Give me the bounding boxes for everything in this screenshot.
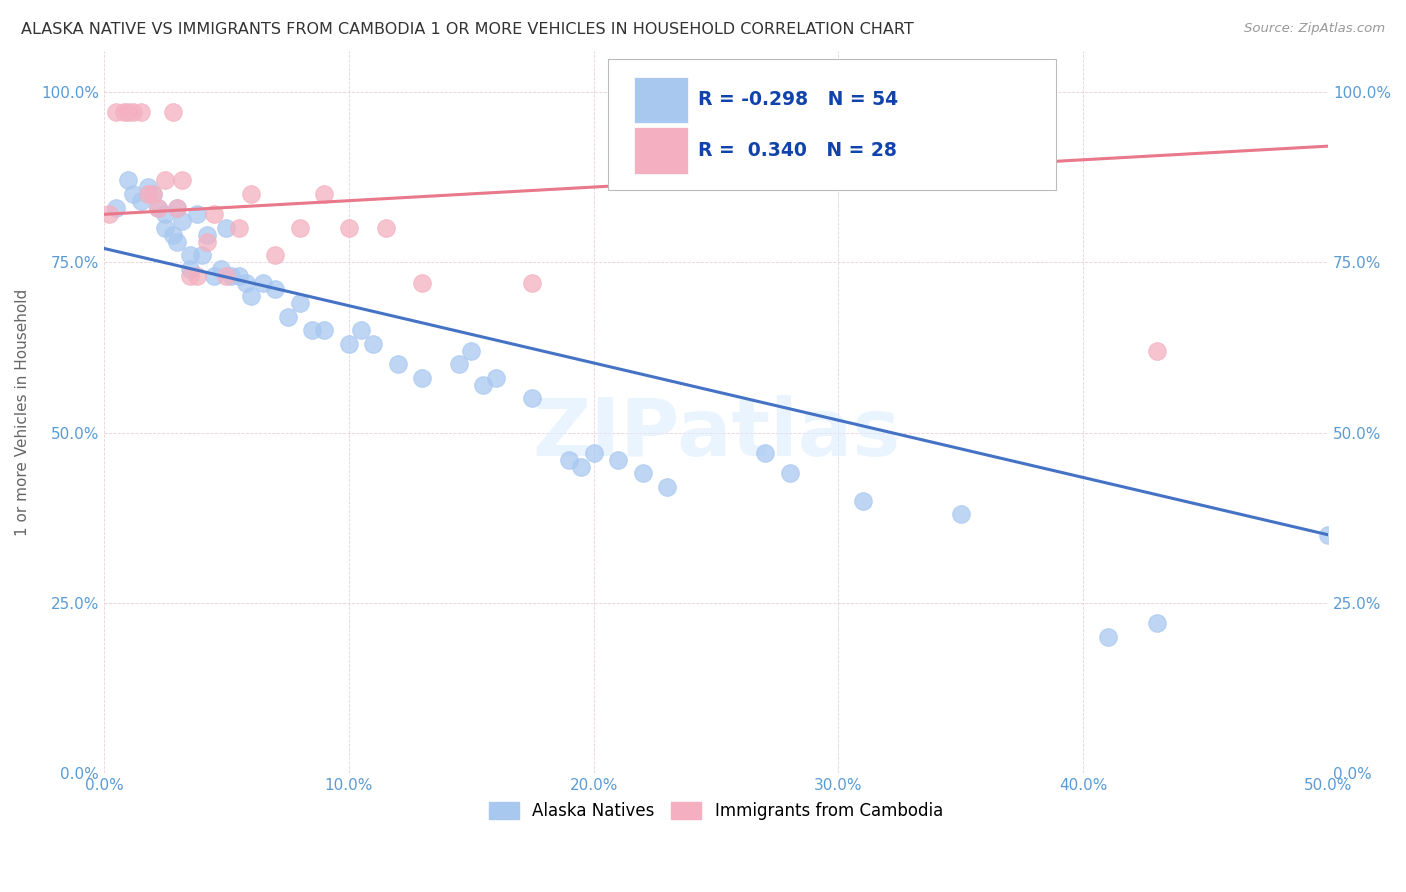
Point — [211, 261, 233, 276]
Point — [142, 186, 165, 201]
Point — [153, 221, 176, 235]
Point — [117, 105, 139, 120]
Point — [607, 452, 630, 467]
Point — [195, 235, 218, 249]
Point — [1146, 343, 1168, 358]
Point — [779, 467, 801, 481]
Point — [1097, 630, 1119, 644]
Point — [411, 276, 433, 290]
Point — [136, 180, 159, 194]
Point — [949, 508, 972, 522]
Point — [852, 493, 875, 508]
Text: R =  0.340   N = 28: R = 0.340 N = 28 — [697, 141, 897, 160]
Point — [162, 227, 184, 242]
Point — [558, 452, 581, 467]
Point — [522, 392, 544, 406]
Point — [191, 248, 214, 262]
Point — [122, 186, 145, 201]
Point — [162, 105, 184, 120]
Point — [754, 446, 776, 460]
Point — [166, 201, 188, 215]
Point — [179, 248, 201, 262]
Point — [195, 227, 218, 242]
Text: R = -0.298   N = 54: R = -0.298 N = 54 — [697, 90, 898, 110]
Point — [447, 357, 470, 371]
Point — [264, 282, 287, 296]
Point — [337, 221, 360, 235]
Point — [582, 446, 605, 460]
Point — [112, 105, 135, 120]
Point — [215, 268, 238, 283]
Text: ALASKA NATIVE VS IMMIGRANTS FROM CAMBODIA 1 OR MORE VEHICLES IN HOUSEHOLD CORREL: ALASKA NATIVE VS IMMIGRANTS FROM CAMBODI… — [21, 22, 914, 37]
Point — [228, 221, 250, 235]
Point — [288, 221, 311, 235]
Point — [472, 377, 495, 392]
Point — [97, 207, 120, 221]
Point — [655, 480, 678, 494]
Point — [166, 235, 188, 249]
Y-axis label: 1 or more Vehicles in Household: 1 or more Vehicles in Household — [15, 288, 30, 536]
Point — [374, 221, 396, 235]
Point — [129, 194, 152, 208]
Point — [235, 276, 257, 290]
Point — [172, 214, 194, 228]
Point — [571, 459, 593, 474]
Point — [239, 186, 262, 201]
Point — [215, 221, 238, 235]
Point — [105, 105, 128, 120]
Point — [1146, 616, 1168, 631]
Point — [239, 289, 262, 303]
Point — [122, 105, 145, 120]
Point — [172, 173, 194, 187]
Point — [411, 371, 433, 385]
FancyBboxPatch shape — [634, 128, 688, 174]
FancyBboxPatch shape — [609, 60, 1056, 190]
Point — [485, 371, 508, 385]
Point — [631, 467, 654, 481]
Point — [202, 207, 225, 221]
Point — [146, 201, 169, 215]
Point — [361, 337, 384, 351]
FancyBboxPatch shape — [634, 77, 688, 123]
Text: Source: ZipAtlas.com: Source: ZipAtlas.com — [1244, 22, 1385, 36]
Point — [117, 173, 139, 187]
Point — [179, 268, 201, 283]
Point — [337, 337, 360, 351]
Point — [142, 186, 165, 201]
Point — [350, 323, 373, 337]
Point — [105, 201, 128, 215]
Point — [460, 343, 482, 358]
Point — [387, 357, 409, 371]
Point — [277, 310, 299, 324]
Point — [146, 201, 169, 215]
Point — [301, 323, 323, 337]
Point — [186, 268, 208, 283]
Point — [166, 201, 188, 215]
Text: ZIPatlas: ZIPatlas — [531, 395, 900, 473]
Point — [264, 248, 287, 262]
Point — [219, 268, 242, 283]
Point — [288, 296, 311, 310]
Point — [202, 268, 225, 283]
Point — [314, 186, 336, 201]
Point — [252, 276, 274, 290]
Point — [1317, 528, 1340, 542]
Point — [179, 261, 201, 276]
Point — [136, 186, 159, 201]
Point — [314, 323, 336, 337]
Point — [522, 276, 544, 290]
Legend: Alaska Natives, Immigrants from Cambodia: Alaska Natives, Immigrants from Cambodia — [482, 795, 949, 827]
Point — [129, 105, 152, 120]
Point — [228, 268, 250, 283]
Point — [186, 207, 208, 221]
Point — [153, 207, 176, 221]
Point — [153, 173, 176, 187]
